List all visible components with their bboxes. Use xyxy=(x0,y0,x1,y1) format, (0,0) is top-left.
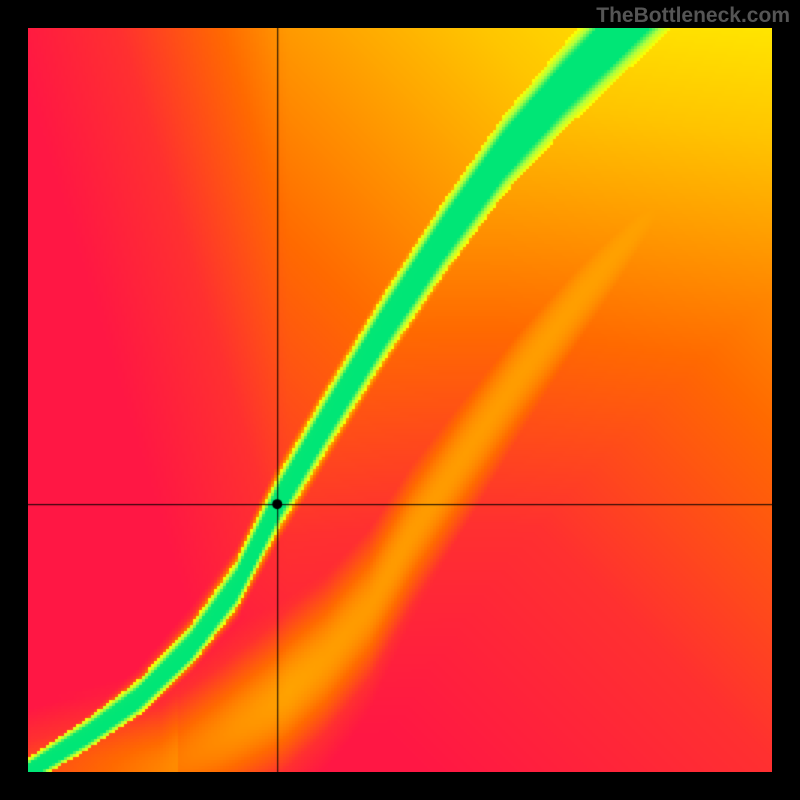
watermark-text: TheBottleneck.com xyxy=(596,4,790,28)
chart-container: TheBottleneck.com xyxy=(0,0,800,800)
heatmap-plot xyxy=(28,28,772,772)
heatmap-canvas xyxy=(28,28,772,772)
